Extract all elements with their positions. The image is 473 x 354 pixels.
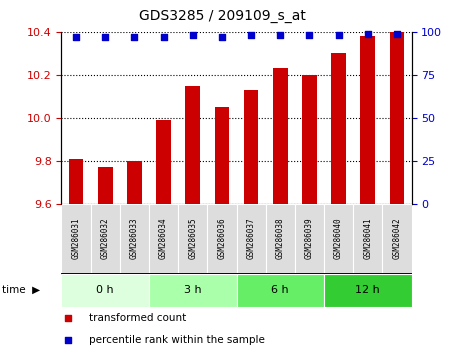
Text: GSM286039: GSM286039 [305,218,314,259]
FancyBboxPatch shape [295,204,324,273]
FancyBboxPatch shape [324,204,353,273]
FancyBboxPatch shape [353,204,382,273]
FancyBboxPatch shape [149,204,178,273]
Text: GSM286038: GSM286038 [276,218,285,259]
Point [72,34,80,40]
Text: 12 h: 12 h [355,285,380,295]
Text: time  ▶: time ▶ [2,285,41,295]
Text: 3 h: 3 h [184,285,201,295]
Bar [69,159,83,204]
Text: percentile rank within the sample: percentile rank within the sample [89,335,265,345]
FancyBboxPatch shape [207,204,236,273]
Text: 0 h: 0 h [96,285,114,295]
Point [335,33,342,38]
Point [276,33,284,38]
FancyBboxPatch shape [236,274,324,307]
Text: GSM286034: GSM286034 [159,218,168,259]
Bar [244,90,258,204]
FancyBboxPatch shape [61,274,149,307]
FancyBboxPatch shape [120,204,149,273]
Text: 6 h: 6 h [272,285,289,295]
FancyBboxPatch shape [382,204,412,273]
Point [65,315,72,321]
Point [306,33,313,38]
Point [218,34,226,40]
Bar [331,53,346,204]
Bar [302,75,317,204]
Text: GSM286041: GSM286041 [363,218,372,259]
Bar [360,36,375,204]
FancyBboxPatch shape [324,274,412,307]
Point [131,34,138,40]
Bar [390,32,404,204]
FancyBboxPatch shape [149,274,236,307]
Text: GSM286037: GSM286037 [246,218,255,259]
FancyBboxPatch shape [61,204,91,273]
Point [160,34,167,40]
Bar [156,120,171,204]
FancyBboxPatch shape [178,204,207,273]
Text: GSM286033: GSM286033 [130,218,139,259]
Text: GDS3285 / 209109_s_at: GDS3285 / 209109_s_at [139,9,306,23]
FancyBboxPatch shape [236,204,266,273]
Text: transformed count: transformed count [89,313,187,323]
Bar [273,68,288,204]
Text: GSM286040: GSM286040 [334,218,343,259]
Bar [98,167,113,204]
Point [364,31,372,36]
Text: GSM286042: GSM286042 [393,218,402,259]
Text: GSM286035: GSM286035 [188,218,197,259]
Bar [127,161,142,204]
Text: GSM286031: GSM286031 [71,218,80,259]
Point [101,34,109,40]
FancyBboxPatch shape [91,204,120,273]
Point [247,33,255,38]
Point [393,31,401,36]
Bar [215,107,229,204]
FancyBboxPatch shape [266,204,295,273]
Text: GSM286036: GSM286036 [218,218,227,259]
Bar [185,86,200,204]
Text: GSM286032: GSM286032 [101,218,110,259]
Point [189,33,197,38]
Point [65,337,72,343]
